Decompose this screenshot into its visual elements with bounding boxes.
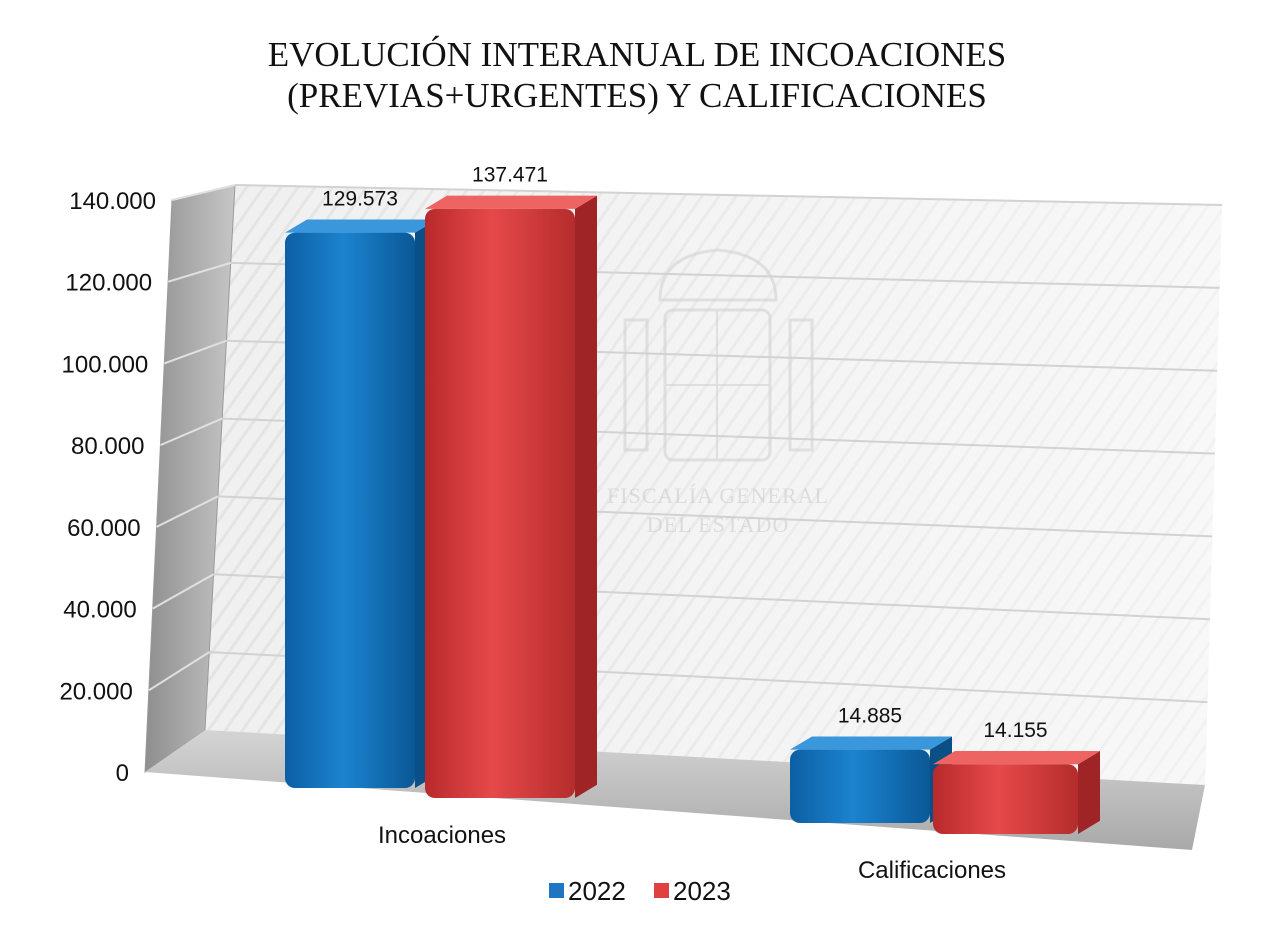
y-tick-label: 100.000 <box>62 351 149 378</box>
bar-side-face <box>1078 751 1100 834</box>
bar-2022-incoaciones <box>285 219 437 789</box>
y-tick-label: 20.000 <box>59 678 132 705</box>
y-tick-label: 80.000 <box>71 433 144 460</box>
y-tick-label: 40.000 <box>63 597 136 624</box>
y-axis-ticks: 0 20.000 40.000 60.000 80.000 100.000 120.000 1… <box>59 188 156 787</box>
gridline <box>234 184 1223 206</box>
legend-swatch-2023 <box>654 883 669 898</box>
legend-swatch-2022 <box>549 883 564 898</box>
chart-title: EVOLUCIÓN INTERANUAL DE INCOACIONES (PRE… <box>268 34 1007 115</box>
fiscalia-seal-watermark: FISCALÍA GENERAL DEL ESTADO <box>607 248 829 537</box>
data-label-2022-incoaciones: 129.573 <box>322 187 398 210</box>
bar-front-face <box>425 208 575 799</box>
bar-2023-incoaciones <box>425 195 597 799</box>
bar-front-face <box>790 749 930 823</box>
y-tick-label: 140.000 <box>69 188 156 215</box>
y-tick-label: 60.000 <box>67 515 140 542</box>
legend: 2022 2023 <box>549 876 731 906</box>
data-label-2023-incoaciones: 137.471 <box>472 164 548 187</box>
x-tick-label-calificaciones: Calificaciones <box>858 857 1006 884</box>
y-tick-label: 0 <box>116 760 129 787</box>
seal-pillar-right-icon <box>788 318 814 452</box>
bars <box>285 195 1100 834</box>
bar-front-face <box>285 232 415 789</box>
watermark-text-line-1: FISCALÍA GENERAL <box>607 483 829 508</box>
x-tick-label-incoaciones: Incoaciones <box>378 822 506 849</box>
gridline-side <box>167 261 232 283</box>
bar-front-face <box>933 764 1078 834</box>
bar-top-face <box>285 219 437 233</box>
bar-top-face <box>790 736 952 750</box>
seal-pillar-left-icon <box>623 318 649 452</box>
legend-label-2023: 2023 <box>673 876 731 906</box>
data-label-2022-calificaciones: 14.885 <box>838 704 902 727</box>
data-label-2023-calificaciones: 14.155 <box>983 719 1047 742</box>
legend-label-2022: 2022 <box>568 876 626 906</box>
seal-crown-icon <box>658 248 778 302</box>
bar-side-face <box>575 195 597 799</box>
gridline-side <box>163 339 227 365</box>
bar-top-face <box>425 195 597 209</box>
chart-title-line-2: (PREVIAS+URGENTES) Y CALIFICACIONES <box>287 76 987 115</box>
gridline-side <box>152 573 215 610</box>
data-labels: 129.573 137.471 14.885 14.155 <box>322 164 1048 742</box>
y-tick-label: 120.000 <box>65 270 152 297</box>
bar-2022-calificaciones <box>790 736 952 823</box>
gridline-side <box>171 184 236 201</box>
gridline-side <box>148 651 210 692</box>
bar-2023-calificaciones <box>933 751 1100 834</box>
chart-title-line-1: EVOLUCIÓN INTERANUAL DE INCOACIONES <box>268 34 1007 74</box>
gridline-side <box>156 495 219 528</box>
bar-top-face <box>933 751 1100 765</box>
gridline-side <box>160 417 223 447</box>
